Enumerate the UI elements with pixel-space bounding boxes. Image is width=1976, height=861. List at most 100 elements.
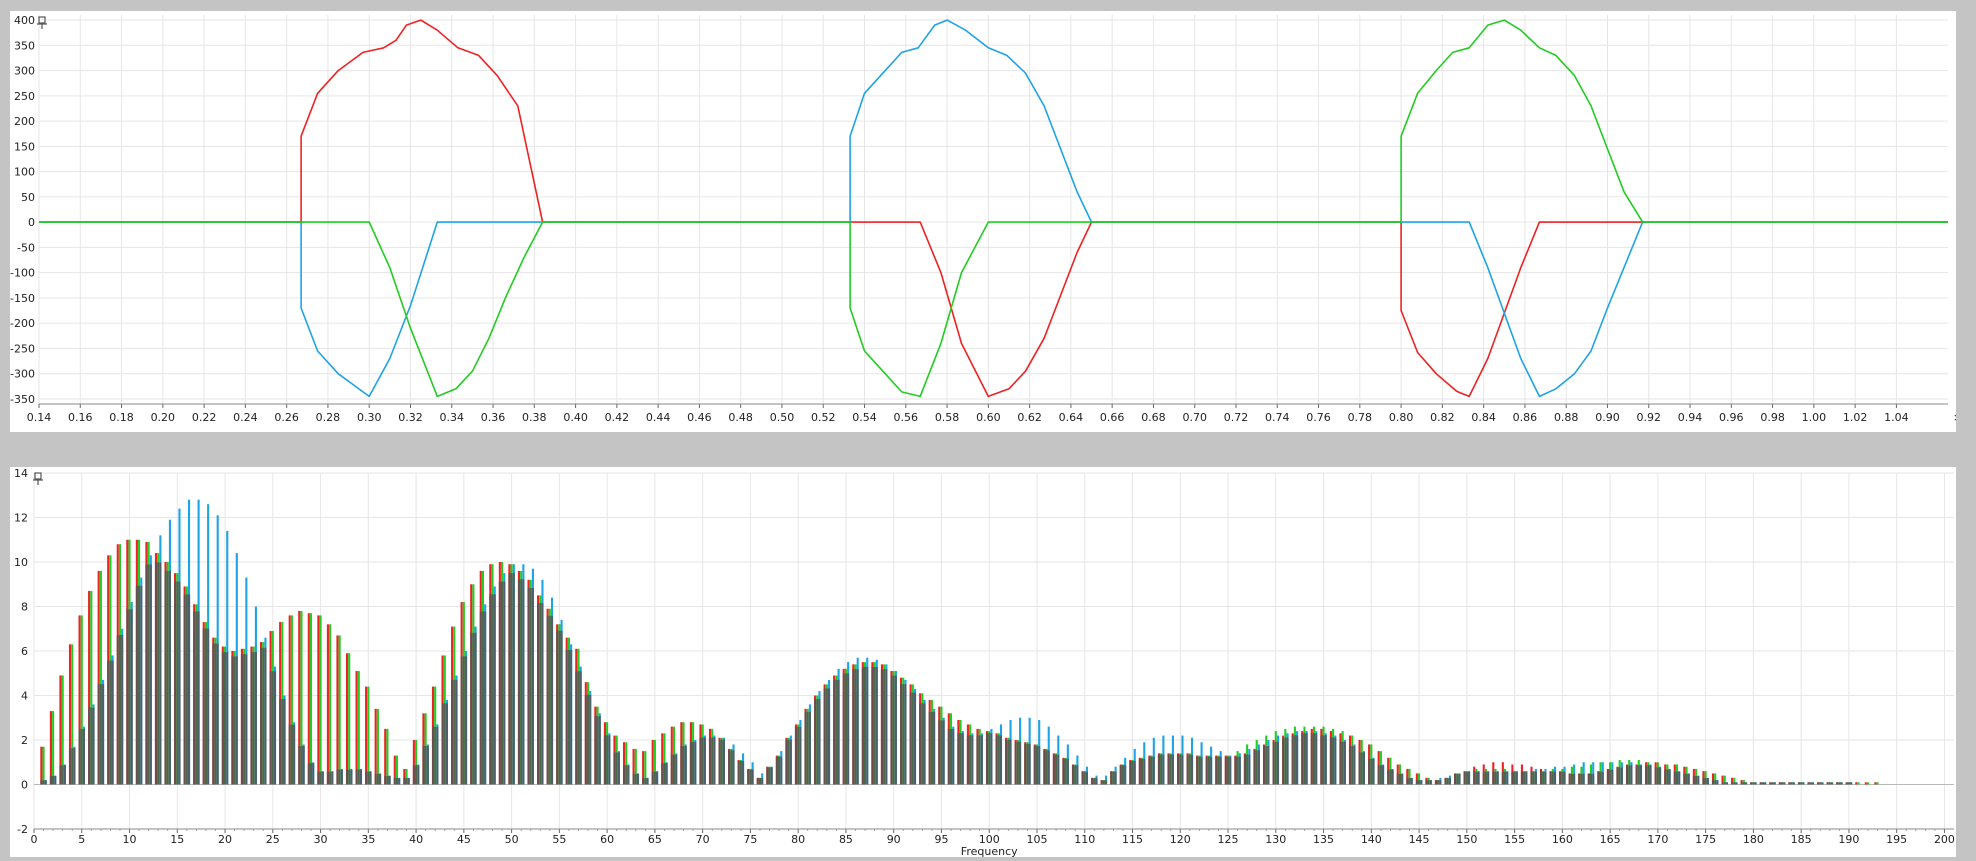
bar-overlap xyxy=(231,656,234,785)
bar-green xyxy=(625,742,628,785)
bar-overlap xyxy=(957,733,960,785)
bar-overlap xyxy=(617,752,620,785)
bar-green xyxy=(1742,780,1745,785)
bar-overlap xyxy=(317,771,320,785)
bar-overlap xyxy=(548,615,551,785)
bar-overlap xyxy=(1071,765,1075,785)
bar-overlap xyxy=(1057,754,1060,785)
bar-overlap xyxy=(1110,771,1113,785)
bar-red xyxy=(1874,782,1877,785)
bar-overlap xyxy=(766,767,769,785)
x-tick-label: 0.54 xyxy=(852,411,877,424)
bar-overlap xyxy=(1081,771,1084,785)
bar-overlap xyxy=(930,711,933,785)
bar-overlap xyxy=(1582,773,1585,785)
bar-overlap xyxy=(1721,782,1724,785)
bar-overlap xyxy=(742,761,745,785)
bar-overlap xyxy=(1551,771,1554,785)
x-tick-label: 0.84 xyxy=(1471,411,1496,424)
bar-overlap xyxy=(1628,765,1631,785)
bar-overlap xyxy=(1179,754,1182,785)
bar-overlap xyxy=(1362,752,1366,785)
bar-overlap xyxy=(493,594,496,785)
bar-overlap xyxy=(1348,746,1352,785)
x-tick-label: 130 xyxy=(1265,833,1286,846)
bar-overlap xyxy=(1487,771,1490,785)
bar-overlap xyxy=(441,703,444,785)
bar-overlap xyxy=(1778,782,1781,785)
bar-overlap xyxy=(264,647,267,785)
bar-overlap xyxy=(911,692,914,785)
bar-overlap xyxy=(923,703,926,785)
x-tick-label: 0.14 xyxy=(27,411,52,424)
grid xyxy=(38,15,1948,404)
bar-overlap xyxy=(279,699,282,785)
bar-overlap xyxy=(221,652,224,785)
bar-red xyxy=(622,742,626,785)
x-tick-label: 45 xyxy=(457,833,471,846)
bar-green xyxy=(300,610,303,785)
bar-overlap xyxy=(978,735,981,785)
bar-overlap xyxy=(1014,741,1017,785)
x-tick-label: 200 xyxy=(1934,833,1955,846)
bar-overlap xyxy=(775,756,778,785)
bar-overlap xyxy=(395,778,399,785)
bar-red xyxy=(1406,768,1409,785)
x-tick-label: 0.86 xyxy=(1513,411,1538,424)
bar-overlap xyxy=(653,771,656,785)
bar-overlap xyxy=(1389,769,1392,785)
bar-overlap xyxy=(1124,765,1127,785)
pin-icon[interactable] xyxy=(33,472,43,486)
x-tick-label: 0.56 xyxy=(894,411,919,424)
bar-overlap xyxy=(365,771,368,785)
bar-green xyxy=(290,615,293,785)
bar-overlap xyxy=(223,652,227,785)
bar-overlap xyxy=(121,634,124,785)
bar-overlap xyxy=(193,611,196,785)
bar-overlap xyxy=(481,611,484,785)
bar-overlap xyxy=(842,673,845,785)
bar-overlap xyxy=(1387,769,1390,785)
bar-overlap xyxy=(1792,782,1795,785)
x-tick-label: 0.34 xyxy=(440,411,465,424)
bar-red xyxy=(355,671,358,785)
bar-overlap xyxy=(854,669,857,785)
bar-red xyxy=(68,644,72,785)
bar-green xyxy=(367,686,370,785)
bar-overlap xyxy=(99,684,102,785)
x-tick-label: 0 xyxy=(31,833,38,846)
bar-overlap xyxy=(329,771,332,785)
bar-overlap xyxy=(606,735,609,785)
bar-green xyxy=(415,740,418,785)
y-tick-label: 50 xyxy=(21,191,35,204)
bar-overlap xyxy=(1265,746,1268,785)
bar-overlap xyxy=(827,688,831,785)
bar-overlap xyxy=(1704,778,1707,785)
bar-blue xyxy=(1105,775,1108,785)
bar-overlap xyxy=(1160,754,1163,785)
series-line-blue xyxy=(39,19,1948,398)
y-tick-label: 6 xyxy=(21,645,28,658)
bar-overlap xyxy=(168,570,171,785)
bar-red xyxy=(59,675,62,785)
bar-overlap xyxy=(567,649,570,785)
bar-overlap xyxy=(1248,754,1251,785)
x-tick-label: 0.30 xyxy=(357,411,382,424)
bar-overlap xyxy=(405,778,408,785)
bar-overlap xyxy=(1764,782,1767,785)
bar-overlap xyxy=(694,741,697,785)
y-tick-label: 0 xyxy=(21,779,28,792)
bar-blue xyxy=(1592,762,1595,785)
bar-overlap xyxy=(262,647,265,785)
bar-red xyxy=(288,615,291,785)
bar-overlap xyxy=(909,692,912,785)
bar-overlap xyxy=(1695,775,1698,785)
bar-overlap xyxy=(1563,771,1566,785)
bar-overlap xyxy=(465,656,468,785)
bar-overlap xyxy=(718,739,721,785)
pin-icon[interactable] xyxy=(37,16,47,30)
bar-overlap xyxy=(451,679,454,785)
bar-overlap xyxy=(340,769,343,785)
bar-overlap xyxy=(240,654,243,785)
bar-overlap xyxy=(990,733,993,785)
